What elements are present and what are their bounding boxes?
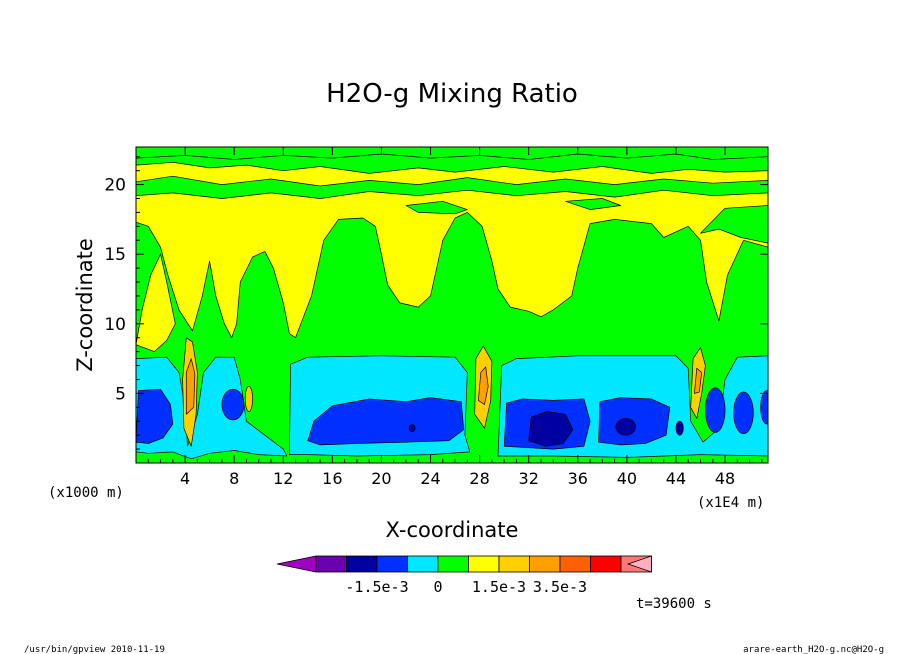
- x-tick-label: 16: [322, 469, 342, 488]
- footer-right: arare-earth_H2O-g.nc@H2O-g: [743, 645, 884, 654]
- field-orange-plume-center: [478, 366, 489, 405]
- field-yellow-tongue-left: [136, 253, 176, 352]
- colorbar-swatch: [590, 555, 622, 573]
- x-unit-right: (x1E4 m): [697, 495, 764, 511]
- field-blue-main-c: [598, 397, 671, 446]
- footer-left: /usr/bin/gpview 2010-11-19: [24, 645, 165, 654]
- colorbar-swatch: [346, 555, 378, 573]
- x-tick-label: 48: [715, 469, 735, 488]
- colorbar-swatch: [407, 555, 439, 573]
- y-axis-label: Z-coordinate: [73, 238, 97, 372]
- x-tick-label: 32: [519, 469, 539, 488]
- colorbar-labels: -1.5e-3 0 1.5e-3 3.5e-3: [345, 578, 587, 596]
- field-blue-main-a: [307, 397, 465, 446]
- y-tick-label: 20: [104, 176, 126, 196]
- field-navy-small-c: [675, 420, 684, 436]
- field-green-strip-mid: [136, 175, 768, 199]
- colorbar-swatch: [315, 555, 347, 573]
- x-tick-label: 20: [371, 469, 391, 488]
- colorbar-label: 3.5e-3: [533, 578, 587, 596]
- x-tick-label: 8: [229, 469, 239, 488]
- colorbar-extend-high: [626, 555, 652, 573]
- x-tick-label: 36: [568, 469, 588, 488]
- x-tick-label: 4: [180, 469, 190, 488]
- chart-title: H2O-g Mixing Ratio: [326, 79, 578, 109]
- plot-frame: [135, 146, 769, 464]
- field-orange-plume-right: [694, 367, 703, 394]
- field-green-pocket-a: [405, 200, 468, 215]
- y-axis: 5 10 15 20: [104, 156, 768, 450]
- y-tick-label: 15: [104, 245, 126, 265]
- field-gold-small: [244, 386, 253, 412]
- x-tick-label: 44: [666, 469, 686, 488]
- colorbar-label: 0: [433, 578, 442, 596]
- field-navy-small-b: [408, 424, 416, 433]
- colorbar-label: 1.5e-3: [472, 578, 526, 596]
- plot-area: [136, 147, 768, 463]
- x-tick-label: 28: [469, 469, 489, 488]
- field-blue-right-b: [733, 391, 754, 435]
- x-axis: 4 8 12 16 20 24 28 32 36 40 44 48: [147, 147, 763, 488]
- x-axis-label: X-coordinate: [386, 518, 519, 542]
- colorbar-swatch: [376, 555, 408, 573]
- colorbar-label: -1.5e-3: [345, 578, 408, 596]
- colorbar-swatch: [498, 555, 530, 573]
- x-unit-left: (x1000 m): [48, 485, 124, 501]
- field-blue-left: [136, 388, 174, 444]
- field-orange-plume-left: [185, 358, 196, 415]
- field-blue-small-left: [221, 388, 245, 421]
- field-blue-right-a: [705, 387, 726, 433]
- field-blue-right-c: [760, 390, 768, 425]
- field-navy-small-a: [615, 418, 636, 436]
- colorbar-swatch: [559, 555, 591, 573]
- time-label: t=39600 s: [636, 596, 712, 612]
- colorbar-swatch: [468, 555, 500, 573]
- x-tick-label: 40: [617, 469, 637, 488]
- field-green-strip-top: [136, 147, 768, 160]
- y-tick-label: 10: [104, 315, 126, 335]
- x-tick-label: 12: [273, 469, 293, 488]
- colorbar-swatch: [437, 555, 469, 573]
- colorbar: [276, 555, 652, 573]
- field-green-tongue-right: [700, 205, 768, 244]
- field-green-pocket-b: [565, 198, 622, 210]
- y-tick-label: 5: [115, 384, 126, 404]
- x-tick-label: 24: [420, 469, 440, 488]
- field-navy-core: [528, 411, 574, 447]
- colorbar-swatch: [529, 555, 561, 573]
- colorbar-extend-low: [276, 555, 317, 573]
